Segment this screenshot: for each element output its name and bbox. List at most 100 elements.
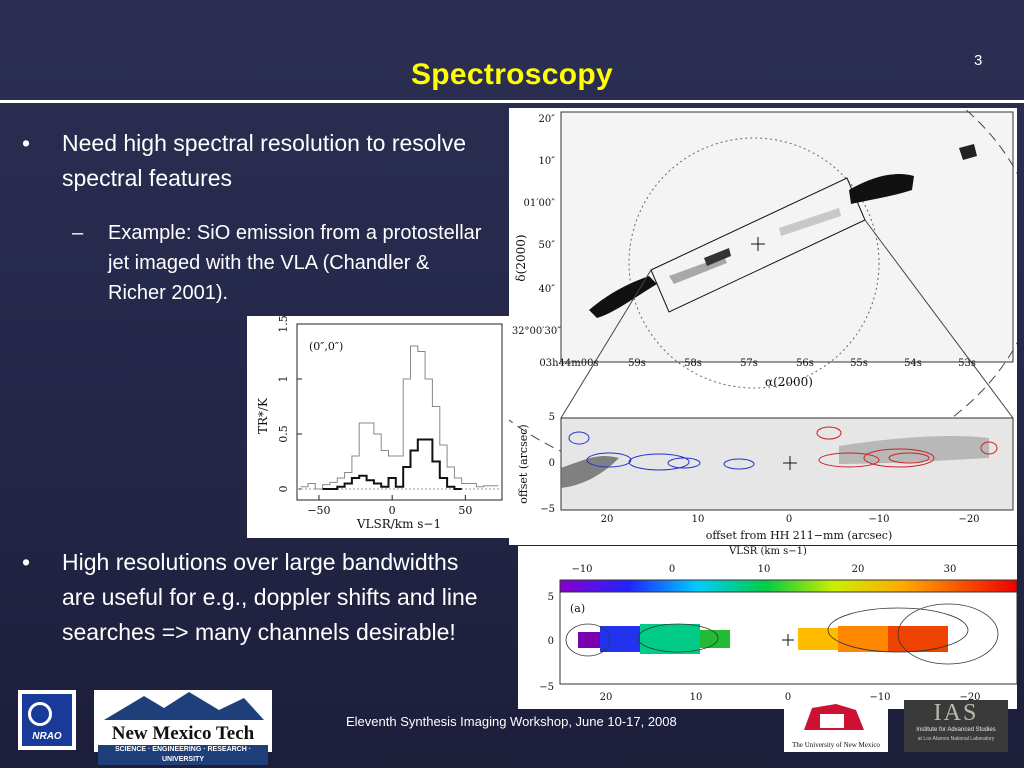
velocity-xtick-1: 10: [690, 692, 703, 703]
spectrum-ytick-0: 0: [277, 486, 290, 493]
nmt-mountain-icon: [104, 692, 264, 720]
spectrum-xticks: −50 0 50: [307, 495, 472, 517]
spectrum-xtick-2: 50: [458, 504, 472, 517]
unm-logo: The University of New Mexico: [784, 700, 888, 752]
velocity-xtick-2: 0: [785, 692, 791, 703]
jet-faint-2: [779, 208, 841, 236]
sky-ytick-5: 32°00′30″: [512, 326, 561, 337]
sky-xtick-6: 54s: [904, 358, 922, 369]
sky-ylabel: δ(2000): [514, 234, 528, 281]
sky-xtick-7: 53s: [958, 358, 976, 369]
channel-xtick-2: 0: [786, 514, 792, 525]
velocity-colorbar: [559, 579, 1018, 593]
title-divider: [0, 100, 1024, 103]
velocity-panel-label: (a): [570, 602, 585, 615]
bullet-2-marker: •: [22, 549, 31, 575]
channel-xtick-0: 20: [601, 514, 614, 525]
velocity-map-figure: VLSR (km s−1) −10 0 10 20 30 (a) 5 0 −5 …: [518, 546, 1018, 709]
red-contours: [816, 426, 998, 468]
vel-blob-yellow: [798, 628, 838, 650]
unm-text: The University of New Mexico: [792, 741, 880, 749]
channel-jet-left: [561, 456, 619, 488]
sky-map-figure: 20″ 10″ 01′00″ 50″ 40″ 32°00′30″ δ(2000)…: [418, 27, 1024, 545]
spectrum-figure: (0″,0″) TR*/K VLSR/km s−1 −50 0 50 0 0.5 1 1.…: [247, 315, 509, 538]
spectrum-series-narrow: [322, 438, 462, 490]
spectrum-yticks: 0 0.5 1 1.5: [277, 315, 302, 493]
ias-line-1: Institute for Advanced Studies: [916, 727, 996, 733]
slide-number: 3: [974, 52, 983, 69]
velocity-ytick-2: −5: [539, 682, 554, 693]
sky-ytick-3: 50″: [539, 240, 556, 251]
channel-ytick-0: 5: [549, 412, 555, 423]
channel-map-frame: [560, 417, 1014, 511]
velocity-ytick-1: 0: [548, 636, 554, 647]
color-tick-1: 0: [669, 564, 675, 575]
spectrum-frame: [296, 323, 503, 501]
sub-bullet-1-marker: –: [72, 222, 84, 244]
nrao-text: NRAO: [32, 731, 62, 742]
sky-map-frame: [560, 111, 1014, 363]
bullet-1: • Need high spectral resolution to resol…: [22, 126, 472, 196]
spectrum-ylabel: TR*/K: [256, 397, 270, 434]
bullet-2: • High resolutions over large bandwidths…: [22, 545, 482, 650]
spectrum-annotation: (0″,0″): [309, 340, 343, 353]
jet-blob-mid: [704, 248, 731, 266]
spectrum-ytick-1: 0.5: [277, 425, 290, 443]
color-tick-0: −10: [571, 564, 592, 575]
slide-title: Spectroscopy: [411, 58, 613, 91]
sky-ytick-0: 20″: [539, 114, 556, 125]
nrao-dish-icon: [28, 702, 52, 726]
spectrum-xtick-1: 0: [389, 504, 396, 517]
jet-blob-far: [959, 144, 977, 160]
bullet-1-text: Need high spectral resolution to resolve…: [62, 130, 467, 191]
channel-xlabel: offset from HH 211−mm (arcsec): [706, 529, 893, 542]
velocity-xtick-3: −10: [869, 692, 890, 703]
sky-xtick-1: 59s: [628, 358, 646, 369]
velocity-ytick-0: 5: [548, 592, 554, 603]
channel-xtick-3: −10: [868, 514, 889, 525]
spectrum-ytick-2: 1: [277, 376, 290, 383]
sky-xtick-2: 58s: [684, 358, 702, 369]
sky-xtick-3: 57s: [740, 358, 758, 369]
velocity-xtick-4: −20: [959, 692, 980, 703]
slide-footer: Eleventh Synthesis Imaging Workshop, Jun…: [346, 714, 677, 729]
bullet-1-marker: •: [22, 130, 31, 156]
spectrum-xlabel: VLSR/km s−1: [356, 517, 441, 531]
sky-xtick-0: 03h44m00s: [539, 358, 598, 369]
vel-blob-purple: [578, 632, 600, 648]
spectrum-chart: (0″,0″) TR*/K VLSR/km s−1 −50 0 50 0 0.5 1 1.…: [256, 315, 503, 531]
velocity-contours: [565, 603, 999, 665]
blue-contours: [568, 431, 755, 471]
velocity-top-label: VLSR (km s−1): [728, 546, 807, 557]
sky-xtick-5: 55s: [850, 358, 868, 369]
sky-ytick-1: 10″: [539, 156, 556, 167]
ias-mark: IAS: [933, 700, 979, 726]
bullet-2-text: High resolutions over large bandwidths a…: [62, 549, 478, 645]
vel-blob-green: [700, 630, 730, 648]
nmt-tagline: SCIENCE · ENGINEERING · RESEARCH · UNIVE…: [98, 745, 268, 765]
color-tick-3: 20: [852, 564, 865, 575]
ias-logo: IAS Institute for Advanced Studies at Lo…: [904, 700, 1008, 752]
color-tick-2: 10: [758, 564, 771, 575]
channel-xtick-1: 10: [692, 514, 705, 525]
spectrum-series-broad: [300, 345, 499, 490]
sky-ytick-2: 01′00″: [524, 198, 556, 209]
sub-bullet-1-text: Example: SiO emission from a protostella…: [108, 222, 482, 304]
jet-blob-south: [589, 276, 657, 318]
velocity-xtick-0: 20: [600, 692, 613, 703]
channel-xtick-4: −20: [958, 514, 979, 525]
channel-ytick-2: −5: [540, 504, 555, 515]
sky-ytick-4: 40″: [539, 284, 556, 295]
sky-xtick-4: 56s: [796, 358, 814, 369]
zoom-line-left: [560, 269, 652, 419]
nmt-logo: New Mexico Tech SCIENCE · ENGINEERING · …: [94, 690, 272, 765]
channel-ylabel: offset (arcsec): [517, 424, 530, 503]
spectrum-ytick-3: 1.5: [277, 316, 290, 333]
vel-blob-orange: [838, 626, 888, 652]
sky-xlabel: α(2000): [765, 375, 813, 389]
nmt-name: New Mexico Tech: [111, 723, 255, 744]
color-tick-4: 30: [944, 564, 957, 575]
nrao-logo: NRAO: [18, 690, 76, 750]
primary-beam-inner: [628, 137, 880, 389]
zoom-line-right: [864, 219, 1014, 419]
